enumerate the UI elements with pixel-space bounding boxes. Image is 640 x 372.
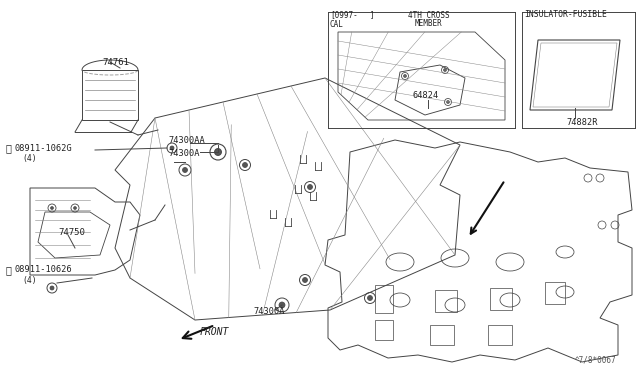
Text: (4): (4) <box>22 154 36 163</box>
Text: FRONT: FRONT <box>200 327 229 337</box>
Bar <box>430 325 454 345</box>
Circle shape <box>170 146 174 150</box>
Circle shape <box>50 286 54 290</box>
Text: INSULATOR-FUSIBLE: INSULATOR-FUSIBLE <box>524 10 607 19</box>
Bar <box>375 285 393 313</box>
Bar <box>375 320 393 340</box>
Bar <box>545 282 565 304</box>
Text: 64824: 64824 <box>413 90 439 99</box>
Circle shape <box>307 185 312 189</box>
Text: 4TH CROSS: 4TH CROSS <box>408 10 450 19</box>
Text: 74300A: 74300A <box>253 308 285 317</box>
Circle shape <box>74 206 77 209</box>
Bar <box>490 288 512 310</box>
Text: (4): (4) <box>22 276 36 285</box>
Text: 74300AA: 74300AA <box>168 135 205 144</box>
Text: ⓝ: ⓝ <box>5 143 11 153</box>
Circle shape <box>51 206 54 209</box>
Text: 08911-1062G: 08911-1062G <box>14 144 72 153</box>
Text: ]: ] <box>370 10 374 19</box>
Text: MEMBER: MEMBER <box>415 19 443 28</box>
Circle shape <box>279 302 285 308</box>
Circle shape <box>214 148 221 155</box>
Circle shape <box>444 68 447 71</box>
Bar <box>435 290 457 312</box>
Text: ^7/8*0067: ^7/8*0067 <box>575 356 616 365</box>
Text: 74300A: 74300A <box>168 148 200 157</box>
Text: [0997-: [0997- <box>330 10 358 19</box>
Text: ⓝ: ⓝ <box>5 265 11 275</box>
Circle shape <box>367 295 372 301</box>
Bar <box>488 325 512 345</box>
Text: 74882R: 74882R <box>566 118 598 126</box>
Text: CAL: CAL <box>330 19 344 29</box>
Text: 08911-10626: 08911-10626 <box>14 266 72 275</box>
Circle shape <box>403 74 406 77</box>
Text: 74761: 74761 <box>102 58 129 67</box>
Circle shape <box>447 100 449 103</box>
Circle shape <box>303 278 307 282</box>
Circle shape <box>182 167 188 173</box>
Text: 74750: 74750 <box>58 228 85 237</box>
Circle shape <box>243 163 248 167</box>
